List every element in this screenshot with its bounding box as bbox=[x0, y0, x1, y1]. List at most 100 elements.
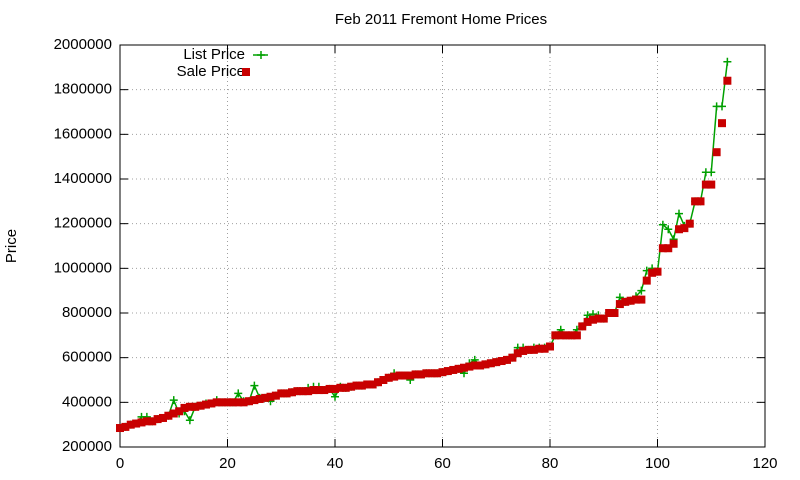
point-marker bbox=[422, 369, 431, 378]
point-marker bbox=[390, 372, 399, 381]
point-marker bbox=[242, 68, 250, 76]
point-marker bbox=[411, 370, 420, 379]
point-marker bbox=[648, 268, 657, 277]
point-marker bbox=[476, 361, 485, 370]
point-marker bbox=[519, 346, 528, 355]
point-marker bbox=[685, 219, 694, 228]
point-marker bbox=[562, 331, 571, 340]
point-marker bbox=[212, 398, 221, 407]
point-marker bbox=[438, 368, 447, 377]
point-marker bbox=[664, 244, 673, 253]
point-marker bbox=[718, 102, 726, 111]
point-marker bbox=[234, 398, 243, 407]
plot-border bbox=[119, 44, 766, 448]
x-tick-label: 20 bbox=[219, 455, 236, 472]
point-marker bbox=[535, 344, 544, 353]
point-marker bbox=[185, 416, 194, 425]
point-marker bbox=[572, 331, 581, 340]
point-marker bbox=[234, 389, 243, 398]
point-marker bbox=[282, 389, 291, 398]
point-marker bbox=[508, 353, 517, 362]
point-marker bbox=[266, 392, 275, 401]
point-marker bbox=[159, 413, 167, 422]
point-marker bbox=[675, 209, 683, 218]
point-marker bbox=[615, 293, 624, 302]
point-marker bbox=[331, 392, 339, 401]
point-marker bbox=[653, 267, 662, 276]
point-marker bbox=[293, 387, 302, 396]
point-marker bbox=[486, 359, 495, 368]
point-marker bbox=[357, 381, 366, 390]
point-marker bbox=[239, 398, 248, 407]
point-marker bbox=[723, 76, 732, 85]
point-marker bbox=[148, 417, 157, 426]
point-marker bbox=[406, 371, 415, 380]
y-tick-label: 1200000 bbox=[54, 215, 112, 232]
point-marker bbox=[304, 387, 313, 396]
point-marker bbox=[277, 389, 286, 398]
point-marker bbox=[712, 148, 721, 157]
point-marker bbox=[379, 376, 388, 384]
point-marker bbox=[701, 180, 710, 189]
point-marker bbox=[325, 384, 334, 393]
point-marker bbox=[153, 415, 162, 424]
point-marker bbox=[707, 180, 716, 189]
legend-label: List Price bbox=[183, 46, 245, 63]
y-tick-label: 800000 bbox=[62, 304, 112, 321]
point-marker bbox=[271, 391, 280, 400]
point-marker bbox=[191, 402, 200, 411]
point-marker bbox=[551, 331, 560, 340]
point-marker bbox=[207, 399, 216, 408]
point-marker bbox=[132, 419, 141, 428]
point-marker bbox=[288, 388, 296, 397]
point-marker bbox=[395, 371, 404, 380]
point-marker bbox=[142, 417, 151, 426]
point-marker bbox=[427, 369, 436, 378]
point-marker bbox=[546, 342, 554, 351]
point-marker bbox=[718, 119, 726, 128]
x-tick-label: 120 bbox=[752, 455, 777, 472]
y-tick-label: 400000 bbox=[62, 393, 112, 410]
point-marker bbox=[610, 309, 619, 317]
point-marker bbox=[368, 380, 377, 389]
y-tick-label: 600000 bbox=[62, 349, 112, 366]
y-tick-label: 1000000 bbox=[54, 259, 112, 276]
x-tick-label: 40 bbox=[327, 455, 344, 472]
point-marker bbox=[331, 384, 339, 393]
point-marker bbox=[137, 418, 146, 427]
point-marker bbox=[257, 51, 265, 59]
point-marker bbox=[309, 386, 318, 395]
point-marker bbox=[336, 383, 345, 392]
point-marker bbox=[637, 286, 646, 295]
point-marker bbox=[175, 407, 184, 416]
point-marker bbox=[556, 331, 565, 340]
point-marker bbox=[169, 396, 178, 405]
point-marker bbox=[121, 422, 130, 431]
point-marker bbox=[341, 383, 350, 392]
point-marker bbox=[497, 357, 506, 366]
point-marker bbox=[400, 371, 409, 380]
point-marker bbox=[615, 300, 624, 309]
point-marker bbox=[503, 355, 511, 364]
point-marker bbox=[202, 400, 210, 409]
point-marker bbox=[637, 295, 646, 304]
point-marker bbox=[492, 358, 501, 367]
point-marker bbox=[126, 420, 135, 429]
point-marker bbox=[529, 345, 538, 354]
point-marker bbox=[658, 244, 667, 253]
point-marker bbox=[460, 363, 468, 372]
point-marker bbox=[583, 311, 592, 320]
point-marker bbox=[245, 397, 253, 406]
point-marker bbox=[567, 331, 576, 340]
legend-entry: List Price bbox=[183, 46, 268, 63]
point-marker bbox=[675, 225, 683, 234]
point-marker bbox=[454, 364, 463, 373]
point-marker bbox=[481, 360, 490, 369]
point-marker bbox=[223, 398, 232, 407]
point-marker bbox=[185, 402, 194, 411]
point-marker bbox=[658, 220, 667, 229]
point-marker bbox=[169, 409, 178, 418]
point-marker bbox=[669, 239, 678, 248]
